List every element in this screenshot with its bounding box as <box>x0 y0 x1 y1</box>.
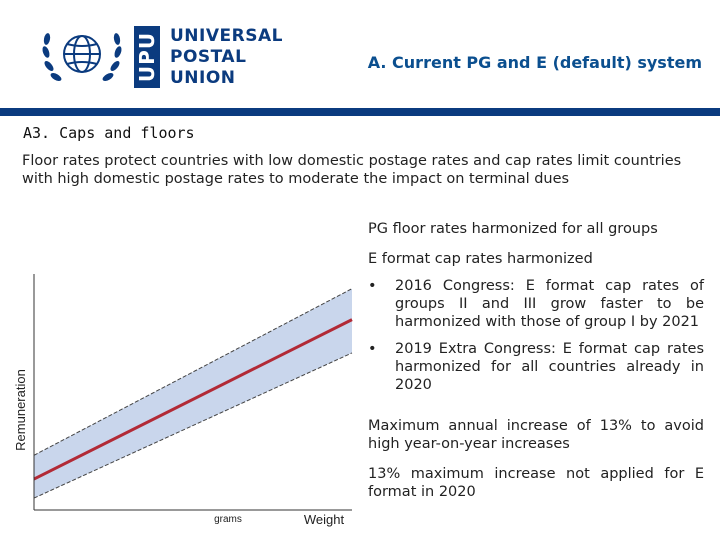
x-axis-label: Weight <box>304 512 345 527</box>
e-format-exception-text: 13% maximum increase not applied for E f… <box>368 466 704 500</box>
upu-abbreviation-text: UPU <box>135 31 160 83</box>
upu-abbreviation: UPU <box>134 26 160 88</box>
bullet-dot: • <box>368 341 377 357</box>
bullet-text: 2019 Extra Congress: E format cap rates … <box>395 341 704 393</box>
caps-floors-chart: Remuneration grams Weight <box>13 274 353 527</box>
max-increase-text: Maximum annual increase of 13% to avoid … <box>368 418 704 452</box>
section-title: A3. Caps and floors <box>23 124 195 142</box>
wordmark-line-1: UNIVERSAL <box>170 26 283 46</box>
bullet-list: • 2016 Congress: E format cap rates of g… <box>368 277 704 394</box>
cap-rates-text: E format cap rates harmonized <box>368 251 593 267</box>
bullet-text: 2016 Congress: E format cap rates of gro… <box>395 278 704 330</box>
wordmark-line-2: POSTAL <box>170 47 247 67</box>
floor-rates-text: PG floor rates harmonized for all groups <box>368 221 658 237</box>
x-tick-label: grams <box>214 514 242 525</box>
header: UPU UNIVERSAL POSTAL UNION A. Current PG… <box>0 0 720 110</box>
upu-logo: UPU UNIVERSAL POSTAL UNION <box>30 20 282 100</box>
wordmark-line-3: UNION <box>170 68 236 88</box>
cap-floor-band <box>34 288 352 499</box>
list-item: • 2016 Congress: E format cap rates of g… <box>368 277 704 331</box>
list-item: • 2019 Extra Congress: E format cap rate… <box>368 340 704 394</box>
upu-wordmark: UNIVERSAL POSTAL UNION <box>170 26 283 89</box>
header-divider <box>0 108 720 116</box>
y-axis-label: Remuneration <box>13 369 28 451</box>
rate-line <box>33 318 353 481</box>
intro-text: Floor rates protect countries with low d… <box>22 153 682 187</box>
floor-boundary-line <box>33 352 353 499</box>
upu-emblem-icon <box>42 33 122 81</box>
slide-title: A. Current PG and E (default) system <box>367 53 702 72</box>
bullet-dot: • <box>368 278 377 294</box>
